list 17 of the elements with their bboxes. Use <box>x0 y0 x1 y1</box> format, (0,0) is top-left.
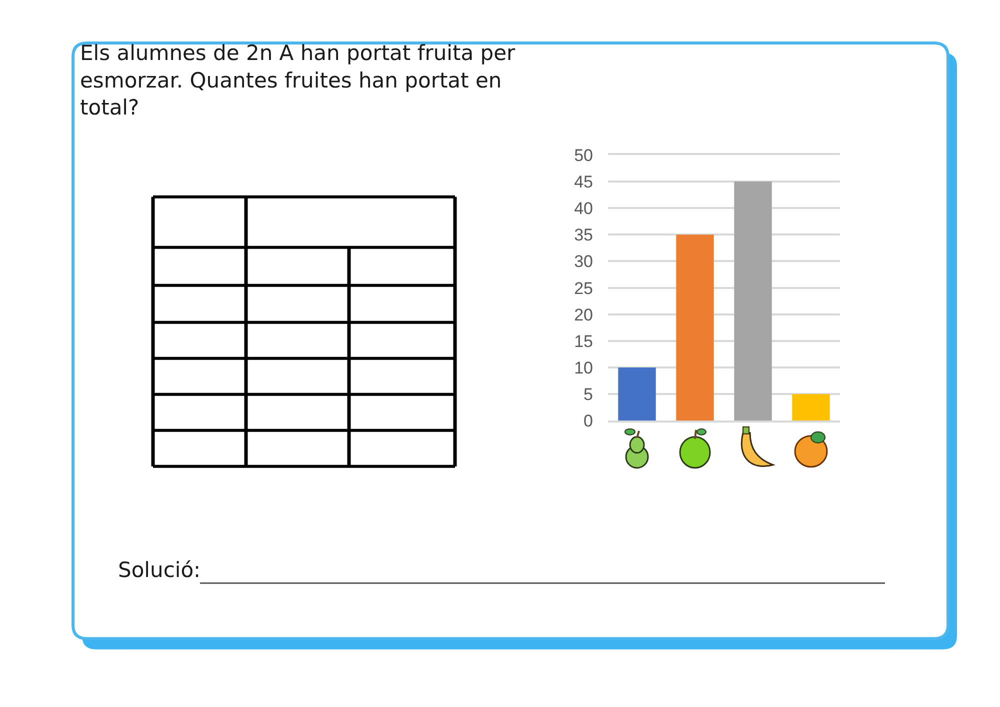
y-tick-label: 30 <box>574 252 593 272</box>
bar <box>734 182 772 421</box>
y-tick-label: 45 <box>574 172 593 192</box>
y-tick-label: 25 <box>574 278 593 298</box>
y-tick-label: 50 <box>574 146 593 165</box>
bar <box>618 368 656 421</box>
y-tick-label: 5 <box>584 385 593 404</box>
y-tick-label: 35 <box>574 226 593 245</box>
bar <box>676 234 714 421</box>
y-tick-label: 10 <box>574 358 593 378</box>
bar <box>792 394 830 421</box>
y-tick-label: 0 <box>584 412 593 431</box>
y-tick-label: 40 <box>574 199 593 218</box>
y-tick-label: 20 <box>574 305 593 324</box>
text: Els alumnes de 2n A han portat fruita per esmorzar. Quantes fruites han portat en total? <box>80 41 516 120</box>
text: Solució: <box>118 558 201 582</box>
y-tick-label: 15 <box>574 332 593 351</box>
